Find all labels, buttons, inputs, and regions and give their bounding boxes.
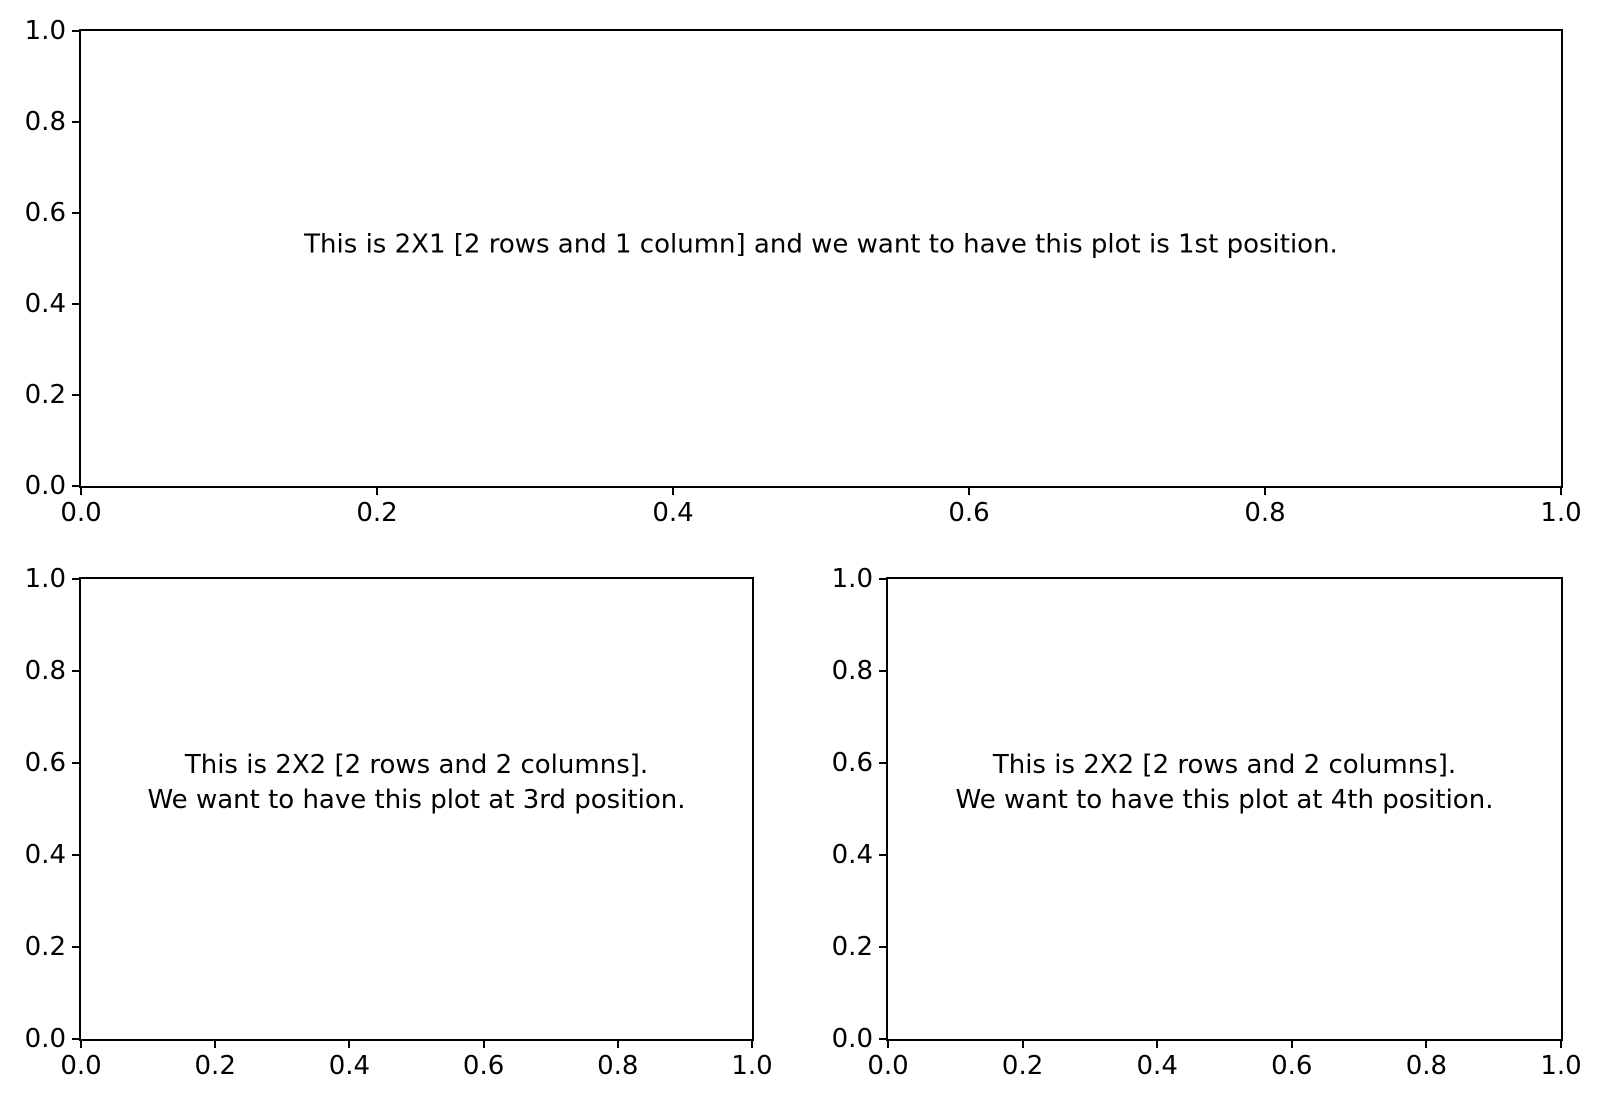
y-tick-label: 0.4 — [24, 840, 66, 870]
y-tick-label: 0.6 — [24, 748, 66, 778]
x-tick-label: 0.8 — [1405, 1051, 1448, 1081]
x-tick-mark — [1425, 1041, 1428, 1048]
x-tick-mark — [482, 1041, 485, 1048]
x-tick-label: 1.0 — [1540, 498, 1582, 528]
x-tick-mark — [214, 1041, 217, 1048]
x-tick-label: 0.0 — [60, 1051, 102, 1081]
y-tick-label: 0.0 — [831, 1024, 873, 1054]
y-tick-mark — [72, 762, 79, 764]
axes-annotation: This is 2X2 [2 rows and 2 columns]. We w… — [955, 750, 1494, 815]
x-tick-mark — [1560, 488, 1562, 495]
axes-annotation: This is 2X1 [2 rows and 1 column] and we… — [304, 229, 1338, 259]
x-tick-mark — [80, 1041, 82, 1048]
y-tick-mark — [879, 670, 886, 672]
y-tick-label: 0.8 — [831, 656, 873, 686]
x-tick-mark — [1156, 1041, 1159, 1048]
y-tick-label: 0.0 — [24, 471, 66, 501]
y-tick-label: 0.8 — [24, 107, 66, 137]
y-tick-mark — [72, 303, 79, 305]
y-tick-mark — [72, 670, 79, 672]
y-tick-label: 0.0 — [24, 1024, 66, 1054]
subplot-2x1-position-1: This is 2X1 [2 rows and 1 column] and we… — [25, 16, 1582, 528]
x-tick-label: 0.6 — [948, 498, 990, 528]
y-tick-mark — [879, 762, 886, 764]
x-tick-label: 1.0 — [1540, 1051, 1582, 1081]
y-tick-label: 0.4 — [24, 289, 66, 319]
x-tick-mark — [1560, 1041, 1562, 1048]
x-tick-label: 0.2 — [1001, 1051, 1044, 1081]
y-tick-label: 0.8 — [24, 656, 66, 686]
x-tick-label: 0.6 — [462, 1051, 505, 1081]
x-tick-mark — [672, 488, 674, 495]
y-tick-mark — [72, 394, 79, 396]
x-tick-label: 0.4 — [328, 1051, 371, 1081]
axes-annotation: This is 2X2 [2 rows and 2 columns]. We w… — [147, 750, 686, 815]
y-tick-label: 0.6 — [831, 748, 873, 778]
y-tick-label: 0.2 — [831, 932, 873, 962]
x-tick-label: 0.2 — [194, 1051, 236, 1081]
y-tick-label: 1.0 — [24, 16, 66, 46]
x-tick-mark — [348, 1041, 351, 1048]
x-tick-mark — [616, 1041, 619, 1048]
x-tick-label: 1.0 — [731, 1051, 773, 1081]
y-tick-mark — [879, 578, 886, 580]
x-tick-label: 0.8 — [1244, 498, 1286, 528]
subplot-2x2-position-4: This is 2X2 [2 rows and 2 columns]. We w… — [832, 564, 1582, 1081]
y-tick-label: 0.4 — [831, 840, 873, 870]
y-tick-mark — [72, 578, 79, 580]
x-tick-label: 0.4 — [1136, 1051, 1178, 1081]
x-tick-mark — [751, 1041, 753, 1048]
y-tick-mark — [72, 30, 79, 32]
subplot-2x2-position-3: This is 2X2 [2 rows and 2 columns]. We w… — [25, 564, 773, 1081]
x-tick-mark — [376, 488, 378, 495]
y-tick-mark — [72, 946, 79, 948]
x-tick-label: 0.0 — [867, 1051, 909, 1081]
y-tick-label: 0.2 — [24, 380, 66, 410]
y-tick-label: 0.2 — [24, 932, 66, 962]
x-tick-mark — [887, 1041, 889, 1048]
x-tick-mark — [1264, 488, 1266, 495]
y-tick-mark — [72, 1038, 79, 1040]
x-tick-label: 0.2 — [356, 498, 398, 528]
x-tick-label: 0.0 — [60, 498, 102, 528]
y-tick-mark — [72, 212, 79, 214]
y-tick-label: 1.0 — [24, 564, 66, 594]
x-tick-mark — [1290, 1041, 1293, 1048]
y-tick-mark — [72, 485, 79, 487]
x-tick-label: 0.4 — [652, 498, 694, 528]
y-tick-mark — [879, 946, 886, 948]
x-tick-mark — [1021, 1041, 1024, 1048]
y-tick-mark — [72, 854, 79, 856]
x-tick-label: 0.8 — [597, 1051, 639, 1081]
x-tick-label: 0.6 — [1271, 1051, 1313, 1081]
y-tick-label: 0.6 — [24, 198, 66, 228]
x-tick-mark — [968, 488, 970, 495]
y-tick-mark — [879, 1038, 886, 1040]
x-tick-mark — [80, 488, 82, 495]
y-tick-label: 1.0 — [831, 564, 873, 594]
y-tick-mark — [879, 854, 886, 856]
y-tick-mark — [72, 121, 79, 123]
